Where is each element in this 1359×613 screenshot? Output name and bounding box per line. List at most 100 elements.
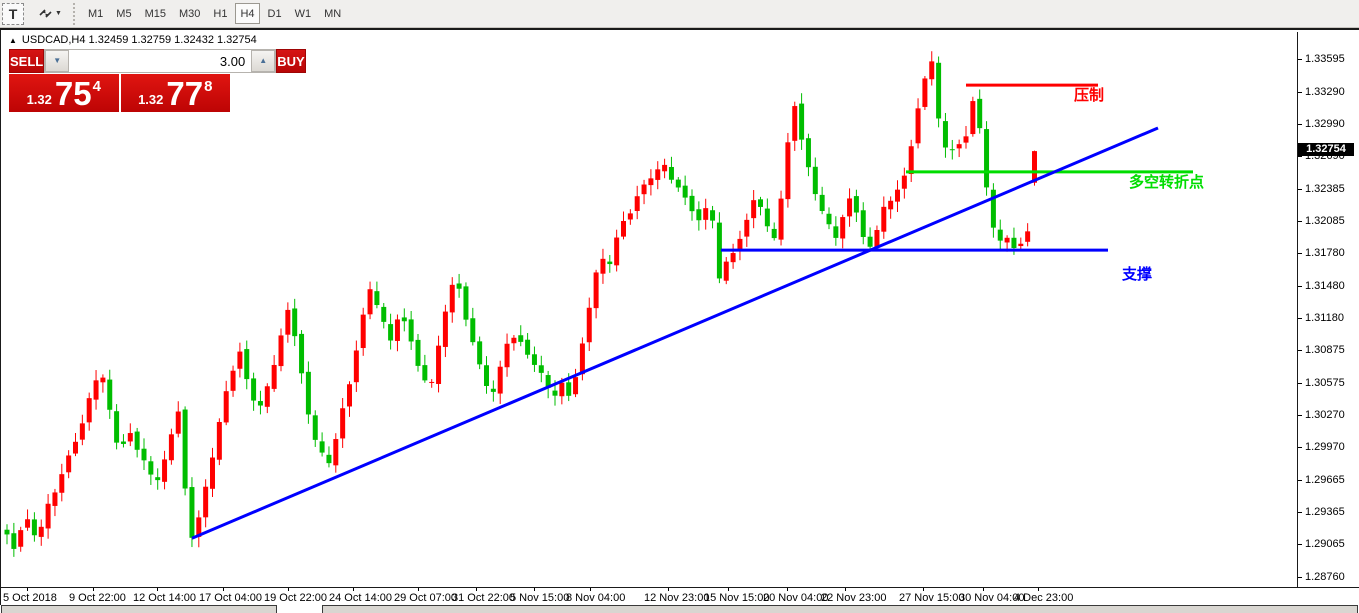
timeframe-button-m15[interactable]: M15 — [140, 3, 171, 24]
one-click-trading-panel: SELL ▼ ▲ BUY 1.32 75 4 1.32 77 8 — [9, 49, 306, 112]
price-axis-label: 1.31780 — [1305, 247, 1345, 260]
time-axis-label: 17 Oct 04:00 — [199, 592, 262, 604]
buy-price-prefix: 1.32 — [138, 91, 164, 107]
price-axis-label: 1.30270 — [1305, 409, 1345, 422]
volume-input[interactable] — [69, 50, 252, 72]
time-axis-label: 9 Oct 22:00 — [69, 592, 126, 604]
time-axis-tick — [668, 588, 669, 591]
price-axis-label: 1.29065 — [1305, 538, 1345, 551]
time-axis-tick — [27, 588, 28, 591]
price-axis-label: 1.30575 — [1305, 376, 1345, 389]
price-axis-label: 1.29665 — [1305, 474, 1345, 487]
sell-price-display[interactable]: 1.32 75 4 — [9, 74, 119, 112]
price-axis-tick — [1298, 577, 1302, 578]
chart-canvas[interactable] — [1, 32, 1297, 587]
time-axis-label: 5 Nov 15:00 — [510, 592, 570, 604]
price-axis-tick — [1298, 91, 1302, 93]
time-axis-label: 12 Oct 14:00 — [133, 592, 196, 604]
time-axis-tick — [728, 588, 729, 591]
arrows-icon — [38, 6, 53, 21]
volume-increase-button[interactable]: ▲ — [251, 50, 276, 72]
time-axis[interactable]: 5 Oct 2018 9 Oct 22:00 12 Oct 14:00 17 Oct … — [1, 587, 1359, 606]
sell-price-pip: 4 — [92, 77, 101, 95]
timeframe-button-mn[interactable]: MN — [319, 3, 346, 24]
time-axis-tick — [223, 588, 224, 591]
time-axis-label: 4 Dec 23:00 — [1014, 592, 1074, 604]
time-axis-tick — [923, 588, 924, 591]
chart-window: ▲ USDCAD,H4 1.32459 1.32759 1.32432 1.32… — [0, 28, 1359, 606]
time-axis-tick — [353, 588, 354, 591]
volume-stepper: ▼ ▲ — [44, 49, 277, 73]
price-axis-tick — [1298, 155, 1302, 157]
time-axis-tick — [93, 588, 94, 591]
time-axis-label: 27 Nov 15:00 — [899, 592, 965, 604]
price-axis-label: 1.33595 — [1305, 53, 1345, 65]
timeframe-button-h1[interactable]: H1 — [208, 3, 232, 24]
time-axis-label: 30 Nov 04:00 — [959, 592, 1025, 604]
price-axis-tick — [1298, 59, 1302, 60]
price-axis-label: 1.33290 — [1305, 85, 1345, 98]
price-axis-tick — [1298, 544, 1302, 546]
text-tool-button[interactable]: T — [2, 2, 24, 25]
timeframe-button-m30[interactable]: M30 — [174, 3, 205, 24]
buy-price-main: 77 — [166, 74, 204, 112]
collapse-panel-icon[interactable]: ▲ — [9, 35, 17, 45]
time-axis-tick — [590, 588, 591, 591]
annotation-pivot-label[interactable]: 多空转折点 — [1129, 174, 1205, 191]
chevron-down-icon: ▼ — [55, 10, 62, 17]
docked-window-edge-left — [1, 605, 277, 613]
price-axis-label: 1.32990 — [1305, 117, 1345, 130]
sell-price-prefix: 1.32 — [26, 91, 52, 107]
annotation-support-label[interactable]: 支撑 — [1122, 266, 1153, 283]
time-axis-tick — [534, 588, 535, 591]
timeframe-toolbar: M1 M5 M15 M30 H1 H4 D1 W1 MN — [83, 3, 346, 24]
docked-window-edge-right — [322, 605, 1358, 613]
price-axis-label: 1.31180 — [1305, 311, 1344, 324]
time-axis-label: 19 Oct 22:00 — [264, 592, 327, 604]
price-axis-tick — [1298, 415, 1302, 417]
time-axis-tick — [983, 588, 984, 591]
time-axis-tick — [845, 588, 846, 591]
price-axis-tick — [1298, 350, 1302, 352]
sell-price-main: 75 — [54, 74, 92, 112]
price-axis[interactable]: 1.335951.332901.329901.326901.323851.320… — [1297, 32, 1359, 587]
time-axis-tick — [418, 588, 419, 591]
timeframe-button-h4[interactable]: H4 — [235, 3, 260, 24]
timeframe-button-w1[interactable]: W1 — [290, 3, 317, 24]
price-axis-tick — [1298, 317, 1302, 319]
price-axis-label: 1.32085 — [1305, 214, 1345, 227]
price-axis-label: 1.29365 — [1305, 506, 1345, 519]
price-axis-tick — [1298, 447, 1302, 449]
time-axis-tick — [476, 588, 477, 591]
time-axis-label: 15 Nov 15:00 — [704, 592, 770, 604]
toolbar: T ▼ M1 M5 M15 M30 H1 H4 D1 W1 MN — [0, 0, 1359, 28]
sell-button[interactable]: SELL — [9, 49, 45, 73]
time-axis-tick — [157, 588, 158, 591]
time-axis-tick — [288, 588, 289, 591]
chart-title-text: USDCAD,H4 1.32459 1.32759 1.32432 1.3275… — [21, 34, 257, 46]
time-axis-label: 31 Oct 22:00 — [452, 592, 515, 604]
chart-title: ▲ USDCAD,H4 1.32459 1.32759 1.32432 1.32… — [9, 34, 257, 46]
price-axis-label: 1.31480 — [1305, 279, 1345, 292]
time-axis-label: 22 Nov 23:00 — [821, 592, 887, 604]
time-axis-label: 8 Nov 04:00 — [566, 592, 626, 604]
price-axis-tick — [1298, 512, 1302, 514]
timeframe-button-m5[interactable]: M5 — [111, 3, 136, 24]
buy-button[interactable]: BUY — [276, 49, 306, 73]
arrows-tool-button[interactable]: ▼ — [31, 3, 69, 25]
volume-decrease-button[interactable]: ▼ — [45, 50, 70, 72]
time-axis-label: 5 Oct 2018 — [3, 592, 57, 604]
current-price-tag: 1.32754 — [1298, 143, 1354, 157]
time-axis-label: 29 Oct 07:00 — [394, 592, 457, 604]
annotation-resistance-label[interactable]: 压制 — [1074, 87, 1105, 104]
timeframe-button-d1[interactable]: D1 — [263, 3, 287, 24]
time-axis-label: 24 Oct 14:00 — [329, 592, 392, 604]
time-axis-label: 20 Nov 04:00 — [763, 592, 829, 604]
buy-price-display[interactable]: 1.32 77 8 — [120, 74, 230, 112]
buy-price-pip: 8 — [204, 77, 213, 95]
time-axis-tick — [787, 588, 788, 591]
timeframe-button-m1[interactable]: M1 — [83, 3, 108, 24]
price-axis-tick — [1298, 123, 1302, 125]
price-axis-tick — [1298, 480, 1302, 482]
